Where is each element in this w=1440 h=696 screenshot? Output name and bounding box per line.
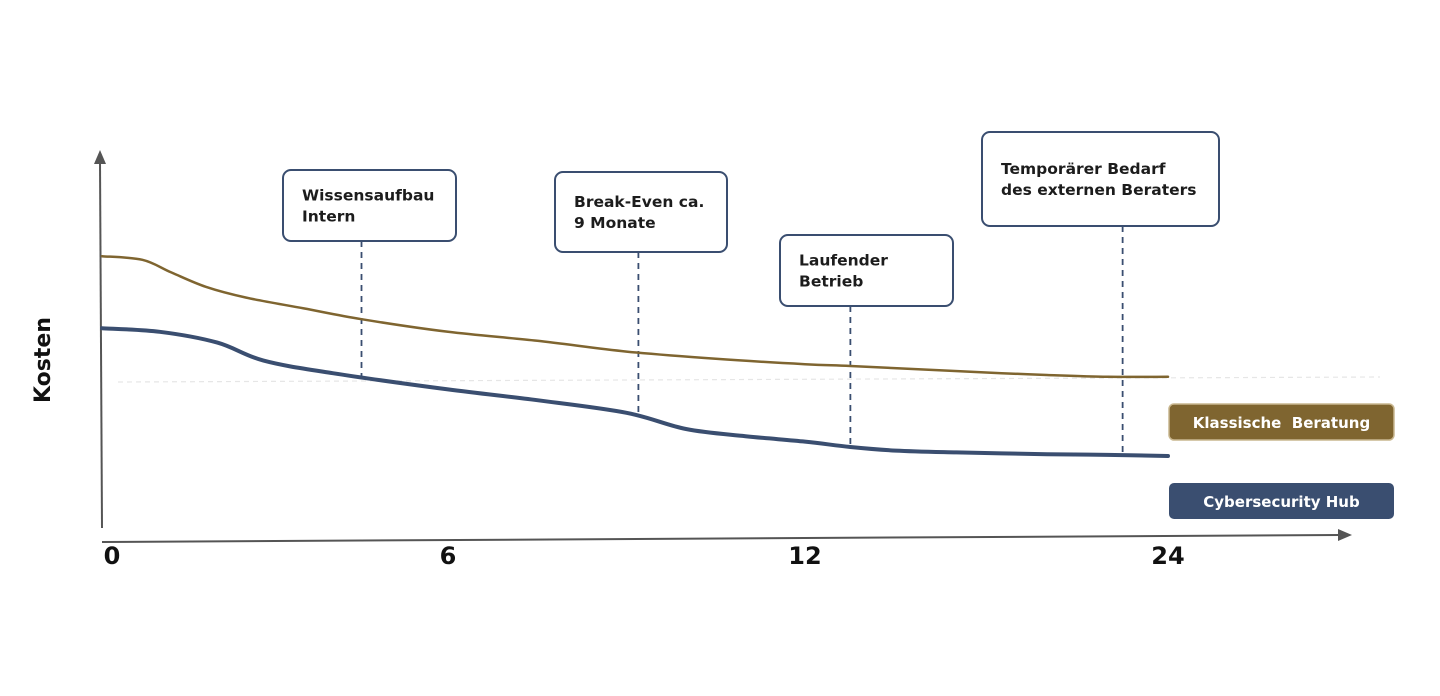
series-line-2 bbox=[100, 326, 1170, 458]
annotation-boxes: Wissensaufbau Intern Break-Even ca. 9 Monat… bbox=[282, 131, 1220, 307]
legend: Klassische Beratung Cybersecurity Hub bbox=[1168, 403, 1395, 519]
x-tick-label: 0 bbox=[104, 542, 121, 570]
series-line-1 bbox=[100, 254, 1170, 379]
series-lines bbox=[100, 254, 1170, 458]
y-axis bbox=[99, 161, 103, 529]
annotation-label: Temporärer Bedarf bbox=[1001, 160, 1166, 178]
annotation-connectors bbox=[360, 226, 1124, 456]
reference-line bbox=[117, 376, 1381, 383]
annotation-label: des externen Beraters bbox=[1001, 181, 1197, 199]
annotation-box bbox=[554, 171, 728, 253]
y-axis-label: Kosten bbox=[31, 317, 56, 403]
legend-label: Cybersecurity Hub bbox=[1203, 493, 1360, 511]
annotation-label: Wissensaufbau bbox=[302, 187, 434, 205]
annotation-box bbox=[779, 234, 954, 307]
annotation-label: 9 Monate bbox=[574, 214, 656, 232]
x-tick-label: 6 bbox=[440, 542, 457, 570]
annotation-label: Laufender bbox=[799, 252, 888, 270]
x-axis bbox=[101, 534, 1341, 543]
legend-label: Klassische Beratung bbox=[1193, 414, 1370, 432]
annotation-box bbox=[981, 131, 1220, 227]
y-axis-arrow bbox=[94, 150, 106, 164]
annotation-label: Betrieb bbox=[799, 273, 863, 291]
annotation-box bbox=[282, 169, 457, 242]
x-tick-label: 24 bbox=[1151, 542, 1184, 570]
x-axis-arrow bbox=[1338, 529, 1352, 541]
x-tick-labels: 0 6 12 24 bbox=[104, 542, 1185, 570]
legend-badge bbox=[1169, 483, 1394, 519]
annotation-label: Break-Even ca. bbox=[574, 193, 704, 211]
annotation-label: Intern bbox=[302, 208, 355, 226]
legend-badge bbox=[1168, 403, 1395, 441]
x-tick-label: 12 bbox=[788, 542, 821, 570]
